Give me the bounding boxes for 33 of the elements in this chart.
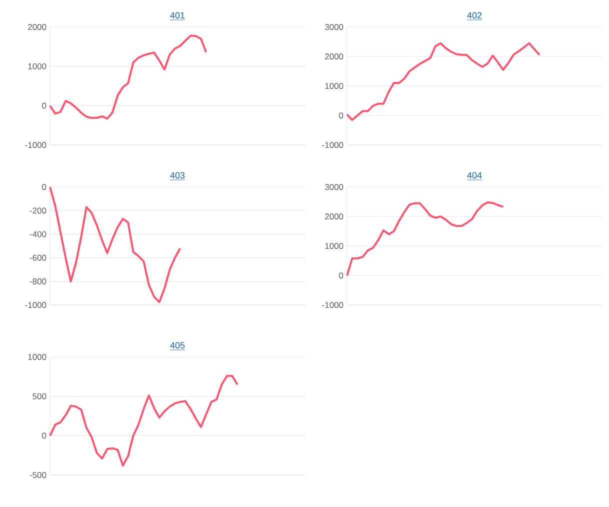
- y-tick-label: 1000: [325, 83, 344, 89]
- y-tick-label: 2000: [28, 24, 46, 30]
- y-tick-label: 0: [339, 112, 344, 118]
- y-tick-label: 2000: [325, 214, 344, 220]
- y-tick-label: 3000: [324, 184, 344, 190]
- chart-title: 404: [467, 172, 482, 179]
- y-tick-label: -800: [30, 278, 46, 284]
- chart-title: 402: [467, 12, 482, 19]
- y-tick-label: -400: [30, 231, 46, 238]
- y-tick-label: -1000: [25, 302, 46, 308]
- y-tick-label: 500: [32, 393, 46, 400]
- chart-title: 401: [170, 12, 185, 19]
- y-tick-label: -1000: [322, 302, 344, 308]
- y-tick-label: 3000: [324, 24, 344, 30]
- y-tick-label: -1000: [25, 142, 46, 148]
- y-tick-label: 0: [42, 102, 46, 109]
- y-tick-label: 0: [42, 432, 46, 439]
- y-tick-label: 1000: [325, 243, 344, 249]
- line-series: [346, 201, 504, 276]
- y-tick-label: -600: [30, 254, 46, 261]
- chart-title: 405: [170, 342, 185, 349]
- line-series: [49, 34, 208, 120]
- line-series: [346, 42, 541, 121]
- y-tick-label: 1000: [28, 354, 46, 360]
- chart-title: 403: [170, 172, 185, 179]
- y-tick-label: 0: [42, 184, 46, 190]
- y-tick-label: 1000: [28, 63, 46, 70]
- y-tick-label: -1000: [322, 142, 344, 148]
- y-tick-label: -200: [30, 208, 46, 214]
- y-tick-label: 0: [339, 272, 344, 278]
- y-tick-label: 2000: [325, 54, 344, 60]
- y-tick-label: -500: [30, 472, 46, 478]
- line-series: [49, 374, 238, 467]
